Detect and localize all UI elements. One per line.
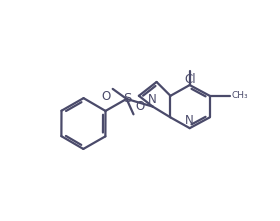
Text: O: O	[136, 100, 145, 113]
Text: N: N	[148, 93, 156, 106]
Text: O: O	[101, 90, 110, 103]
Text: CH₃: CH₃	[231, 91, 248, 100]
Text: Cl: Cl	[184, 73, 195, 86]
Text: N: N	[185, 114, 194, 127]
Text: S: S	[123, 92, 132, 105]
